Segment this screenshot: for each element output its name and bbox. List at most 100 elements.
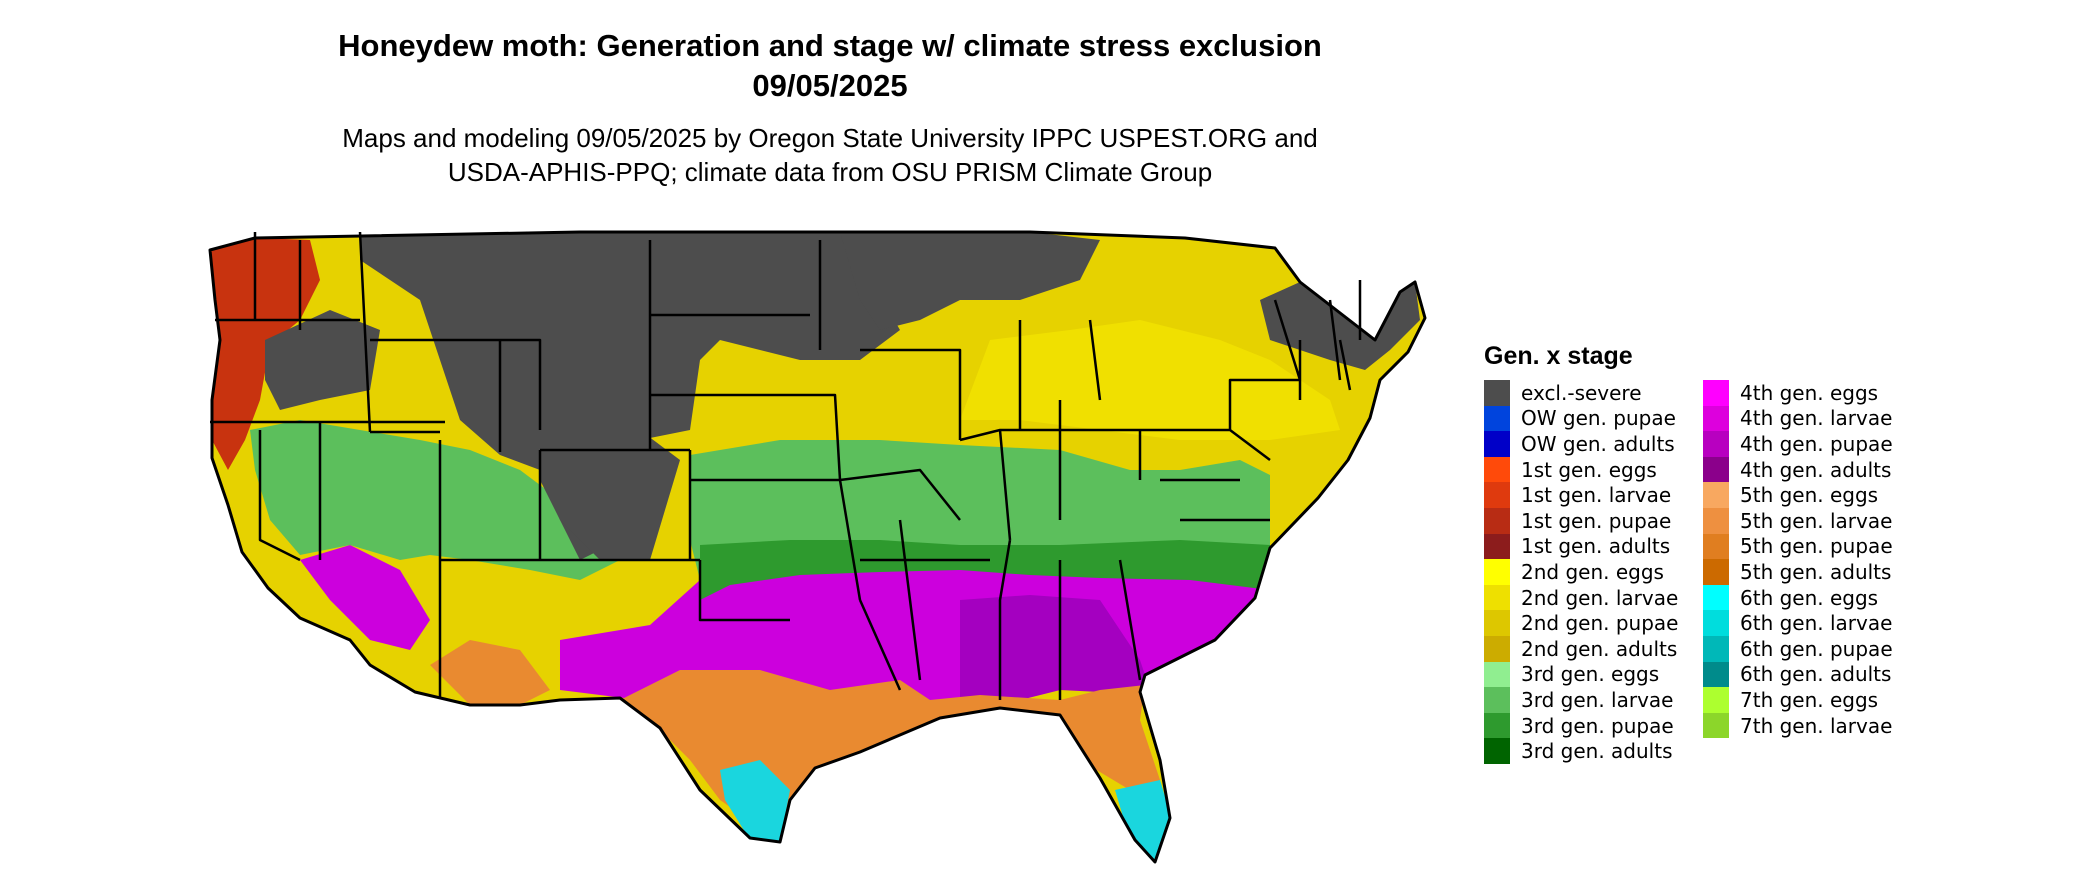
- legend-label: 5th gen. eggs: [1740, 483, 1879, 508]
- legend-item: 6th gen. pupae: [1703, 635, 1893, 662]
- legend-label: 3rd gen. adults: [1521, 739, 1673, 764]
- legend-swatch: [1484, 533, 1510, 560]
- legend-swatch: [1484, 431, 1510, 457]
- legend-label: 1st gen. larvae: [1521, 483, 1672, 508]
- legend-swatch: [1484, 610, 1510, 636]
- zone-gen6-south-texas: [720, 760, 790, 842]
- legend-column-2: 4th gen. eggs 4th gen. larvae 4th gen. pup…: [1703, 380, 1893, 739]
- legend-item: 6th gen. adults: [1703, 661, 1893, 688]
- legend-label: excl.-severe: [1521, 380, 1642, 405]
- legend-label: 4th gen. adults: [1740, 457, 1892, 482]
- legend-label: 3rd gen. eggs: [1521, 662, 1660, 687]
- zone-gen3-west: [250, 420, 620, 580]
- legend-item: 3rd gen. pupae: [1484, 712, 1678, 739]
- legend-swatch: [1703, 712, 1729, 739]
- legend-swatch: [1484, 584, 1510, 611]
- zone-excluded-colorado: [540, 430, 680, 560]
- state-lines: [210, 231, 1362, 700]
- legend-label: 3rd gen. larvae: [1521, 687, 1674, 712]
- legend-swatch: [1703, 584, 1729, 611]
- legend-swatch: [1484, 559, 1510, 585]
- us-generation-map: [208, 230, 1427, 864]
- legend-swatch: [1484, 482, 1510, 508]
- legend-item: 1st gen. eggs: [1484, 456, 1678, 483]
- zone-excluded-great-lakes: [840, 232, 1100, 330]
- legend-label: 6th gen. larvae: [1740, 611, 1893, 636]
- legend-label: 5th gen. pupae: [1740, 534, 1893, 559]
- legend-item: 5th gen. adults: [1703, 559, 1893, 585]
- us-outline: [208, 230, 1427, 864]
- legend-item: 4th gen. pupae: [1703, 431, 1893, 457]
- legend-label: OW gen. adults: [1521, 431, 1675, 456]
- legend-item: excl.-severe: [1484, 380, 1678, 406]
- legend-label: 1st gen. adults: [1521, 534, 1671, 559]
- legend-label: 2nd gen. eggs: [1521, 559, 1664, 584]
- legend-item: 1st gen. larvae: [1484, 482, 1678, 508]
- legend-label: 5th gen. adults: [1740, 559, 1892, 584]
- legend-label: 1st gen. eggs: [1521, 457, 1657, 482]
- legend-swatch: [1484, 712, 1510, 739]
- legend-item: OW gen. pupae: [1484, 405, 1678, 432]
- legend-item: 5th gen. larvae: [1703, 507, 1893, 534]
- zone-gen5-desert: [430, 640, 550, 705]
- legend-label: 2nd gen. pupae: [1521, 611, 1679, 636]
- map-title: Honeydew moth: Generation and stage w/ c…: [338, 28, 1322, 63]
- map-credit-line2: USDA-APHIS-PPQ; climate data from OSU PR…: [447, 157, 1213, 187]
- legend-swatch: [1484, 661, 1510, 688]
- legend-label: 6th gen. adults: [1740, 662, 1892, 687]
- legend-item: 2nd gen. pupae: [1484, 610, 1678, 636]
- map-credit-line1: Maps and modeling 09/05/2025 by Oregon S…: [342, 123, 1318, 153]
- legend-title: Gen. x stage: [1484, 342, 1633, 370]
- legend-swatch: [1703, 482, 1729, 508]
- legend-swatch: [1484, 687, 1510, 713]
- legend-item: 4th gen. eggs: [1703, 380, 1893, 406]
- zone-gen2-east-dark: [960, 320, 1340, 440]
- legend-label: 5th gen. larvae: [1740, 508, 1893, 533]
- legend-swatch: [1703, 610, 1729, 636]
- legend-item: 4th gen. adults: [1703, 456, 1893, 483]
- legend-item: 1st gen. adults: [1484, 533, 1678, 560]
- legend-label: 1st gen. pupae: [1521, 508, 1672, 533]
- legend-swatch: [1703, 431, 1729, 457]
- legend-item: OW gen. adults: [1484, 431, 1678, 457]
- map-regions: [210, 232, 1425, 862]
- legend-label: 2nd gen. adults: [1521, 636, 1678, 661]
- map-date: 09/05/2025: [752, 68, 908, 103]
- legend-swatch: [1484, 456, 1510, 483]
- zone-gen3-dark-band: [700, 540, 1270, 600]
- legend-swatch: [1484, 507, 1510, 534]
- zone-gen6-florida: [1115, 780, 1172, 862]
- legend-swatch: [1484, 405, 1510, 432]
- legend-item: 7th gen. eggs: [1703, 687, 1893, 713]
- legend-label: 4th gen. eggs: [1740, 380, 1879, 405]
- legend-swatch: [1703, 559, 1729, 585]
- legend-swatch: [1703, 380, 1729, 406]
- legend-label: 4th gen. pupae: [1740, 431, 1893, 456]
- legend-swatch: [1703, 456, 1729, 483]
- legend-label: 7th gen. eggs: [1740, 687, 1879, 712]
- legend-swatch: [1703, 533, 1729, 560]
- legend-item: 7th gen. larvae: [1703, 712, 1893, 739]
- legend-item: 5th gen. pupae: [1703, 533, 1893, 560]
- zone-gen4-desert: [300, 545, 430, 650]
- legend-item: 4th gen. larvae: [1703, 405, 1893, 432]
- legend-item: 2nd gen. eggs: [1484, 559, 1678, 585]
- legend-item: 5th gen. eggs: [1703, 482, 1893, 508]
- legend-column-1: excl.-severe OW gen. pupae OW gen. adults 1…: [1484, 380, 1678, 764]
- legend-swatch: [1703, 687, 1729, 713]
- legend-label: 6th gen. eggs: [1740, 585, 1879, 610]
- legend-item: 6th gen. eggs: [1703, 584, 1893, 611]
- state-borders: [208, 230, 1427, 864]
- zone-gen5-gulf: [620, 670, 1160, 842]
- zone-excluded-idaho: [265, 310, 380, 410]
- legend-swatch: [1484, 738, 1510, 764]
- legend-item: 3rd gen. adults: [1484, 738, 1678, 764]
- legend-swatch: [1703, 507, 1729, 534]
- legend-swatch: [1484, 635, 1510, 662]
- legend-label: 6th gen. pupae: [1740, 636, 1893, 661]
- legend-label: 7th gen. larvae: [1740, 713, 1893, 738]
- legend-item: 2nd gen. adults: [1484, 635, 1678, 662]
- legend-item: 3rd gen. eggs: [1484, 661, 1678, 688]
- legend-label: 4th gen. larvae: [1740, 406, 1893, 431]
- zone-gen4-southeast: [960, 595, 1150, 705]
